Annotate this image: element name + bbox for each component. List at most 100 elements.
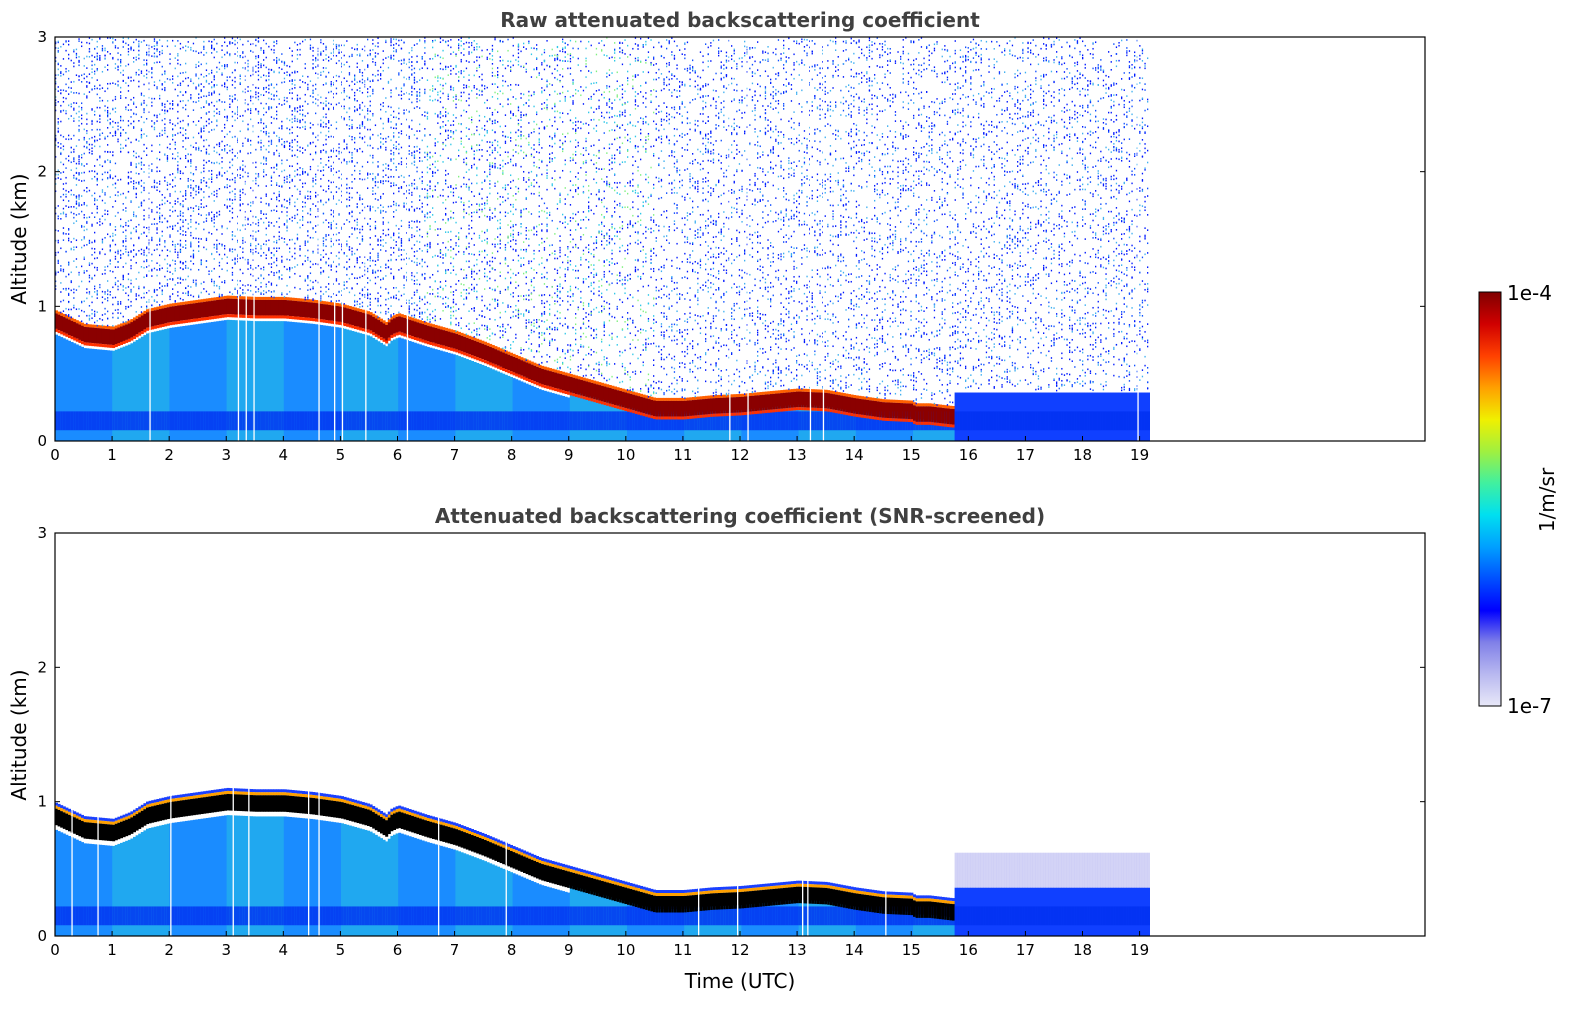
noise-pixel bbox=[255, 216, 256, 218]
noise-pixel bbox=[128, 319, 129, 321]
noise-pixel bbox=[180, 172, 181, 174]
noise-pixel bbox=[292, 98, 293, 100]
noise-pixel bbox=[208, 73, 209, 75]
noise-pixel bbox=[99, 85, 100, 87]
noise-pixel bbox=[117, 251, 118, 253]
layer-edge bbox=[279, 315, 282, 318]
noise-pixel bbox=[227, 87, 228, 89]
noise-pixel bbox=[154, 127, 155, 129]
noise-pixel bbox=[362, 166, 363, 168]
noise-pixel bbox=[89, 242, 90, 244]
dropout-line bbox=[318, 37, 319, 441]
surface-band bbox=[255, 411, 258, 430]
noise-pixel bbox=[281, 138, 282, 140]
layer-core bbox=[102, 329, 105, 345]
noise-pixel bbox=[279, 137, 280, 139]
noise-pixel bbox=[164, 89, 165, 91]
noise-pixel bbox=[266, 75, 267, 77]
layer-edge bbox=[78, 321, 81, 324]
noise-pixel bbox=[169, 108, 170, 110]
noise-pixel bbox=[195, 73, 196, 75]
noise-pixel bbox=[320, 39, 321, 41]
surface-band bbox=[102, 411, 105, 430]
layer-edge bbox=[273, 315, 276, 318]
layer-edge bbox=[146, 309, 149, 312]
noise-pixel bbox=[84, 65, 85, 67]
noise-pixel bbox=[78, 120, 79, 122]
noise-pixel bbox=[60, 89, 61, 91]
noise-pixel bbox=[58, 86, 59, 88]
noise-pixel bbox=[58, 121, 59, 123]
noise-pixel bbox=[250, 251, 251, 253]
noise-pixel bbox=[346, 148, 347, 150]
noise-pixel bbox=[159, 221, 160, 223]
noise-pixel bbox=[154, 40, 155, 42]
noise-pixel bbox=[214, 77, 215, 79]
surface-band bbox=[86, 411, 89, 430]
noise-pixel bbox=[208, 187, 209, 189]
noise-pixel bbox=[63, 149, 64, 151]
noise-pixel bbox=[351, 160, 352, 162]
noise-pixel bbox=[78, 163, 79, 165]
noise-pixel bbox=[182, 279, 183, 281]
noise-pixel bbox=[258, 288, 259, 290]
noise-pixel bbox=[310, 47, 311, 49]
noise-pixel bbox=[201, 64, 202, 66]
noise-pixel bbox=[123, 245, 124, 247]
noise-pixel bbox=[190, 215, 191, 217]
layer-core bbox=[242, 299, 245, 315]
layer-core bbox=[211, 301, 214, 317]
noise-pixel bbox=[91, 55, 92, 57]
noise-pixel bbox=[68, 155, 69, 157]
noise-pixel bbox=[117, 286, 118, 288]
surface-band bbox=[323, 411, 326, 430]
noise-pixel bbox=[115, 187, 116, 189]
noise-pixel bbox=[73, 213, 74, 215]
noise-pixel bbox=[357, 149, 358, 151]
noise-pixel bbox=[164, 70, 165, 72]
noise-pixel bbox=[203, 160, 204, 162]
noise-pixel bbox=[136, 106, 137, 108]
noise-pixel bbox=[258, 252, 259, 254]
noise-pixel bbox=[164, 113, 165, 115]
noise-pixel bbox=[284, 182, 285, 184]
noise-pixel bbox=[63, 208, 64, 210]
noise-pixel bbox=[214, 92, 215, 94]
noise-pixel bbox=[370, 252, 371, 254]
noise-pixel bbox=[315, 60, 316, 62]
noise-pixel bbox=[156, 227, 157, 229]
noise-pixel bbox=[260, 162, 261, 164]
noise-pixel bbox=[104, 266, 105, 268]
layer-edge bbox=[198, 318, 201, 321]
noise-pixel bbox=[123, 266, 124, 268]
noise-pixel bbox=[216, 216, 217, 218]
noise-pixel bbox=[120, 72, 121, 74]
noise-pixel bbox=[84, 146, 85, 148]
noise-pixel bbox=[268, 240, 269, 242]
noise-pixel bbox=[370, 302, 371, 304]
noise-pixel bbox=[370, 105, 371, 107]
noise-pixel bbox=[289, 182, 290, 184]
noise-pixel bbox=[208, 92, 209, 94]
noise-pixel bbox=[84, 230, 85, 232]
noise-pixel bbox=[367, 297, 368, 299]
layer-core bbox=[240, 299, 243, 315]
noise-pixel bbox=[323, 166, 324, 168]
noise-pixel bbox=[159, 204, 160, 206]
dropout-line bbox=[365, 37, 366, 441]
noise-pixel bbox=[294, 139, 295, 141]
noise-pixel bbox=[97, 269, 98, 271]
noise-pixel bbox=[162, 231, 163, 233]
noise-pixel bbox=[123, 80, 124, 82]
noise-pixel bbox=[310, 289, 311, 291]
layer-core bbox=[71, 321, 74, 337]
noise-pixel bbox=[354, 76, 355, 78]
noise-pixel bbox=[188, 276, 189, 278]
noise-pixel bbox=[229, 185, 230, 187]
noise-pixel bbox=[123, 147, 124, 149]
layer-core bbox=[120, 326, 123, 342]
noise-pixel bbox=[362, 229, 363, 231]
noise-pixel bbox=[154, 53, 155, 55]
noise-pixel bbox=[289, 89, 290, 91]
noise-pixel bbox=[185, 129, 186, 131]
